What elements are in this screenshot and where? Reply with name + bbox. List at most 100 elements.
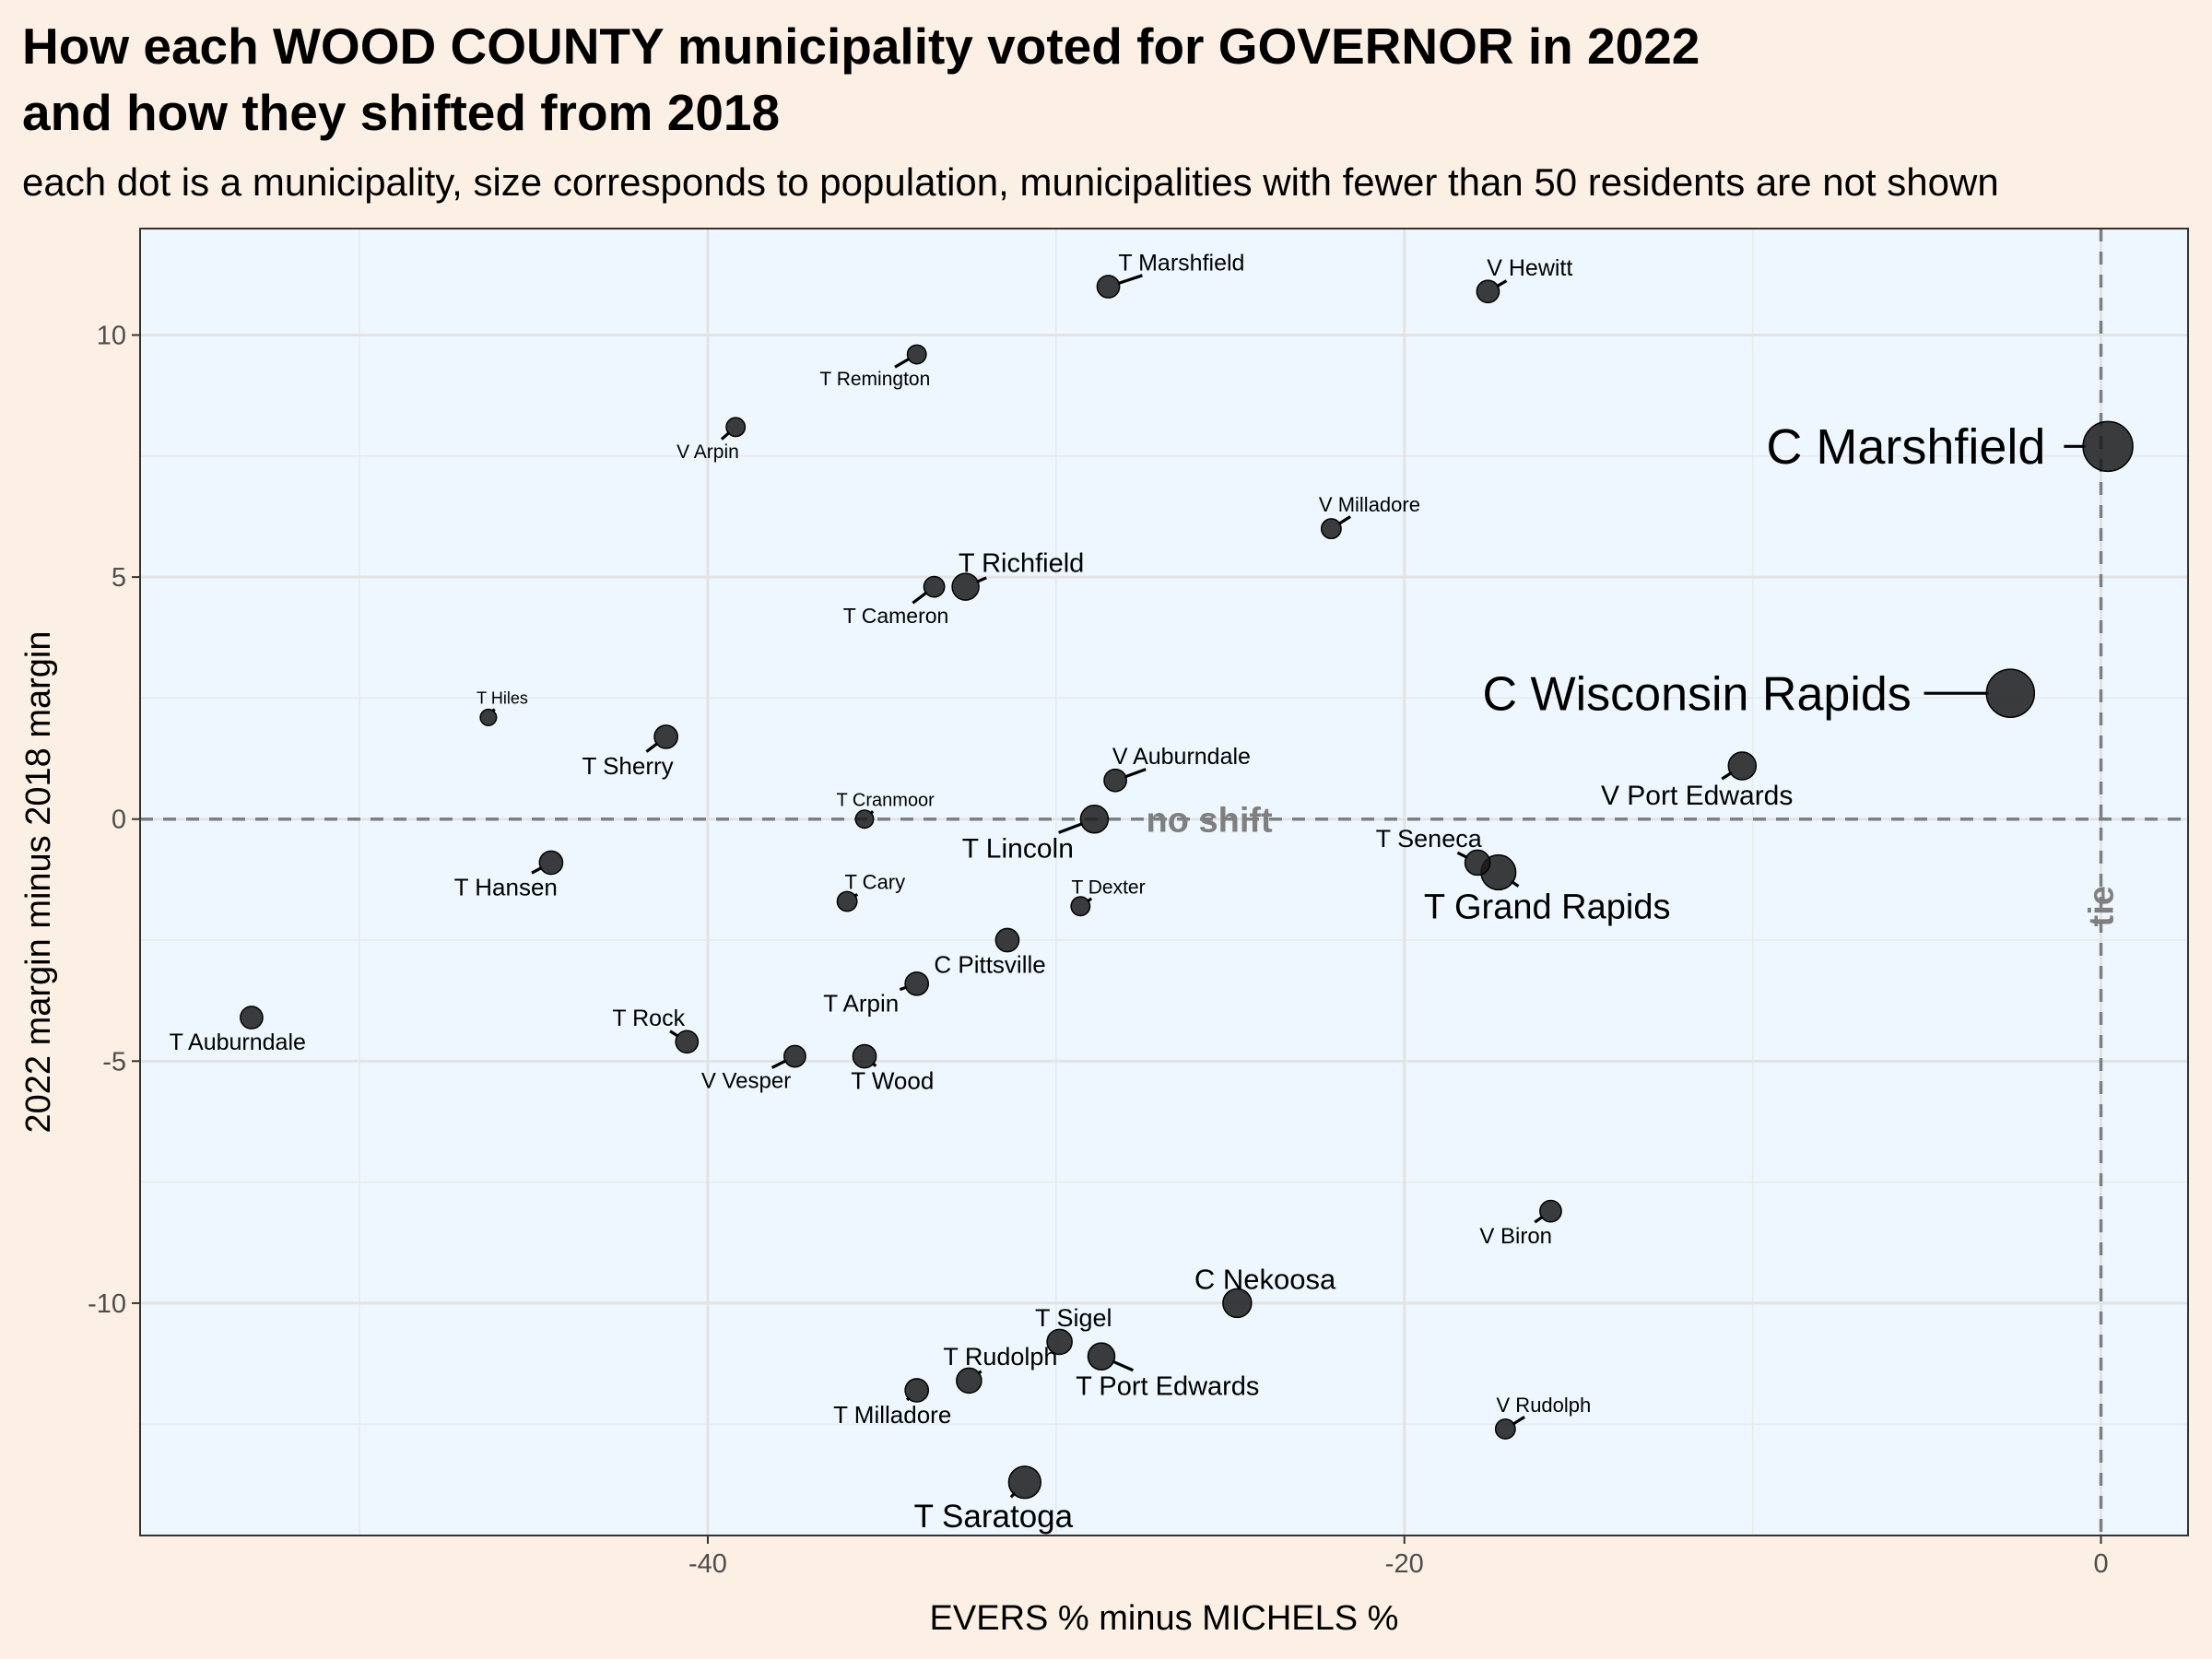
data-point <box>923 575 946 598</box>
x-tick-label: 0 <box>2093 1549 2108 1579</box>
leader-line <box>912 591 928 605</box>
axis-ticks: -40 -20 0 10 5 0 -5 -10 <box>88 322 2109 1579</box>
plot-panel <box>140 229 2188 1535</box>
point-label: T Cameron <box>843 604 949 628</box>
data-point <box>1087 1342 1116 1371</box>
chart-title-line-2: and how they shifted from 2018 <box>22 84 781 141</box>
data-point <box>1007 1465 1041 1500</box>
data-point <box>1494 1418 1516 1440</box>
point-label: V Arpin <box>677 441 739 463</box>
y-tick-label: 0 <box>112 806 126 835</box>
tie-label: tie <box>2083 886 2122 926</box>
plot-border <box>139 228 2189 1536</box>
leader-line <box>1496 279 1508 288</box>
point-label: T Hiles <box>477 689 528 708</box>
data-point <box>852 1043 877 1069</box>
point-label: T Auburndale <box>170 1030 306 1055</box>
data-point <box>1079 804 1110 834</box>
y-tick-label: -5 <box>102 1047 126 1077</box>
data-point <box>1222 1288 1253 1319</box>
point-label: T Sherry <box>582 752 673 780</box>
leader-line <box>720 431 731 441</box>
data-point <box>1727 751 1758 781</box>
point-label: C Marshfield <box>1766 419 2045 475</box>
data-point <box>956 1367 982 1394</box>
leader-line <box>1124 768 1147 779</box>
data-point <box>1320 518 1342 540</box>
point-label: T Rudolph <box>943 1343 1057 1371</box>
data-point <box>836 890 858 912</box>
y-tick-label: 10 <box>97 322 126 351</box>
leader-line <box>771 1059 787 1069</box>
data-point <box>653 724 678 749</box>
data-point <box>675 1030 700 1054</box>
data-point <box>1464 849 1491 877</box>
point-label: T Sigel <box>1035 1304 1112 1332</box>
point-label: T Lincoln <box>962 834 1074 865</box>
point-label: C Nekoosa <box>1194 1264 1336 1296</box>
leader-line <box>1117 274 1143 286</box>
leader-line <box>1337 515 1351 525</box>
point-label: V Rudolph <box>1497 1394 1592 1417</box>
data-point <box>783 1044 806 1068</box>
point-label: T Hansen <box>454 873 558 900</box>
data-point <box>1070 896 1091 917</box>
data-point <box>725 417 747 438</box>
chart-subtitle: each dot is a municipality, size corresp… <box>22 160 1999 204</box>
point-label: T Dexter <box>1071 877 1145 899</box>
data-point <box>1985 668 2036 718</box>
x-tick-label: -40 <box>688 1549 727 1579</box>
data-point <box>1096 275 1121 299</box>
data-points <box>240 275 2134 1500</box>
point-label: T Port Edwards <box>1076 1371 1259 1401</box>
x-tick-label: -20 <box>1385 1549 1424 1579</box>
data-point <box>2082 420 2134 473</box>
chart-title-line-1: How each WOOD COUNTY municipality voted … <box>22 18 1700 75</box>
y-axis-title: 2022 margin minus 2018 margin <box>19 631 58 1134</box>
point-label: T Wood <box>851 1066 934 1094</box>
point-label: V Auburndale <box>1112 744 1251 770</box>
point-label: V Vesper <box>701 1069 791 1094</box>
data-point <box>1476 279 1500 304</box>
leader-line <box>1112 1359 1134 1372</box>
leader-line <box>645 742 659 753</box>
leader-line <box>1512 1415 1525 1426</box>
point-label: T Milladore <box>833 1401 951 1429</box>
y-tick-label: -10 <box>88 1289 126 1319</box>
point-label: T Richfield <box>959 549 1084 579</box>
data-point <box>240 1006 264 1030</box>
data-point <box>1103 768 1127 793</box>
point-label: T Grand Rapids <box>1424 888 1671 927</box>
data-point <box>951 572 980 601</box>
point-label: T Remington <box>819 369 930 390</box>
point-label: V Port Edwards <box>1601 781 1793 811</box>
point-label: C Wisconsin Rapids <box>1483 667 1912 721</box>
chart-title: How each WOOD COUNTY municipality voted … <box>22 13 2197 146</box>
point-label: V Biron <box>1479 1224 1552 1249</box>
data-point <box>906 344 927 365</box>
data-point <box>854 809 875 830</box>
y-tick-label: 5 <box>112 563 126 593</box>
point-label: T Arpin <box>823 989 899 1017</box>
point-label: C Pittsville <box>934 950 1045 978</box>
point-label: T Marshfield <box>1118 251 1244 276</box>
leader-line <box>1058 822 1084 834</box>
point-label: T Saratoga <box>914 1499 1074 1535</box>
data-point <box>994 927 1020 953</box>
point-label: T Cary <box>845 871 906 894</box>
minor-gridlines <box>140 229 2188 1535</box>
data-point <box>904 971 930 996</box>
x-axis-title: EVERS % minus MICHELS % <box>930 1599 1399 1638</box>
data-point <box>1539 1199 1562 1223</box>
point-label: V Hewitt <box>1487 255 1572 281</box>
leader-line <box>531 865 543 875</box>
no-shift-label: no shift <box>1147 802 1274 841</box>
leader-line <box>894 357 911 369</box>
point-label: V Milladore <box>1319 493 1420 516</box>
point-label: T Cranmoor <box>837 791 935 811</box>
point-label: T Seneca <box>1376 825 1483 853</box>
data-point <box>538 850 564 876</box>
point-labels: C Marshfield C Wisconsin Rapids T Grand Ra… <box>170 251 2046 1535</box>
point-label: T Rock <box>612 1006 685 1031</box>
